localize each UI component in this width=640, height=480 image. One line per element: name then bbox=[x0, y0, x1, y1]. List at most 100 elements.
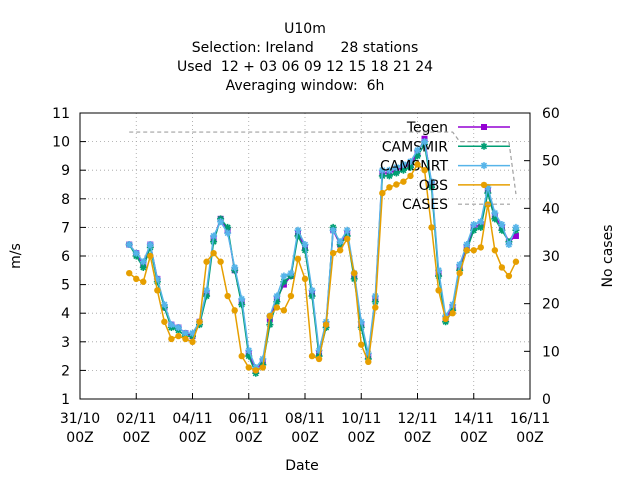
point bbox=[252, 367, 259, 374]
y-tick-label: 5 bbox=[61, 278, 70, 294]
point bbox=[358, 341, 365, 348]
point bbox=[294, 226, 302, 234]
point bbox=[245, 352, 253, 360]
point bbox=[315, 355, 323, 363]
chart-subtitle: Selection: Ireland 28 stations bbox=[192, 40, 419, 56]
point bbox=[484, 183, 492, 191]
x-tick-label: 31/10 00Z bbox=[60, 411, 100, 446]
point bbox=[399, 166, 407, 174]
point bbox=[357, 324, 365, 331]
point bbox=[301, 241, 309, 249]
legend-marker bbox=[480, 181, 488, 189]
legend-label: OBS bbox=[419, 178, 448, 194]
point bbox=[154, 287, 161, 294]
legend-marker bbox=[480, 162, 488, 170]
point bbox=[372, 304, 379, 311]
point bbox=[477, 244, 484, 251]
point bbox=[231, 307, 238, 314]
legend-label: CASES bbox=[402, 197, 448, 213]
x-tick-label: 04/11 00Z bbox=[172, 411, 212, 446]
point bbox=[238, 352, 245, 360]
point bbox=[266, 321, 274, 329]
point bbox=[435, 272, 443, 280]
point bbox=[336, 247, 344, 254]
point bbox=[442, 315, 449, 323]
point bbox=[280, 278, 288, 286]
point bbox=[477, 223, 485, 231]
point bbox=[308, 286, 316, 294]
point bbox=[280, 272, 288, 280]
point bbox=[421, 167, 428, 174]
point bbox=[406, 163, 414, 171]
point bbox=[392, 163, 400, 171]
point bbox=[308, 352, 316, 360]
y2-tick-label: 0 bbox=[542, 392, 551, 408]
point bbox=[139, 263, 147, 271]
point bbox=[407, 172, 414, 180]
point bbox=[273, 292, 281, 300]
point bbox=[329, 226, 337, 234]
point bbox=[189, 338, 196, 345]
point bbox=[189, 329, 196, 337]
point bbox=[477, 218, 485, 226]
point bbox=[322, 321, 330, 328]
point bbox=[456, 269, 463, 277]
chart-subtitle: Used 12 + 03 06 09 12 15 18 21 24 bbox=[177, 59, 433, 75]
point bbox=[392, 169, 400, 177]
point bbox=[421, 138, 429, 146]
y-tick-label: 6 bbox=[61, 249, 70, 265]
point bbox=[132, 249, 140, 257]
point bbox=[315, 346, 323, 354]
point bbox=[301, 246, 309, 254]
x-tick-label: 14/11 00Z bbox=[454, 411, 494, 446]
point bbox=[125, 241, 133, 249]
point bbox=[133, 275, 140, 283]
point bbox=[449, 310, 456, 317]
y-tick-label: 4 bbox=[61, 306, 70, 322]
point bbox=[294, 255, 302, 263]
point bbox=[498, 264, 506, 271]
y-tick-label: 1 bbox=[61, 392, 70, 408]
point bbox=[182, 335, 189, 343]
point bbox=[491, 209, 499, 217]
legend-label: Tegen bbox=[406, 120, 448, 136]
point bbox=[378, 166, 386, 174]
point bbox=[463, 241, 471, 249]
point bbox=[231, 263, 239, 271]
point bbox=[399, 160, 407, 168]
point bbox=[266, 312, 274, 320]
point bbox=[161, 318, 168, 325]
point bbox=[406, 158, 414, 166]
point bbox=[498, 221, 506, 229]
chart-title: U10m bbox=[284, 21, 326, 37]
point bbox=[167, 321, 175, 329]
point bbox=[470, 226, 478, 234]
point bbox=[153, 275, 161, 283]
chart-subtitle: Averaging window: 6h bbox=[226, 78, 385, 94]
point bbox=[379, 189, 386, 197]
point bbox=[273, 298, 281, 306]
point bbox=[386, 184, 393, 191]
point bbox=[435, 266, 443, 274]
point bbox=[174, 324, 182, 331]
x-tick-label: 12/11 00Z bbox=[397, 411, 437, 446]
point bbox=[160, 301, 168, 309]
point bbox=[139, 258, 147, 266]
x-tick-label: 02/11 00Z bbox=[116, 411, 156, 446]
y-tick-label: 11 bbox=[52, 106, 70, 122]
y-tick-label: 7 bbox=[61, 220, 70, 236]
point bbox=[224, 292, 231, 300]
y-tick-label: 9 bbox=[61, 163, 70, 179]
point bbox=[343, 226, 351, 234]
point bbox=[428, 178, 436, 186]
point bbox=[259, 364, 267, 371]
point bbox=[449, 301, 457, 309]
point bbox=[203, 292, 211, 300]
y2-tick-label: 50 bbox=[542, 154, 560, 170]
point bbox=[196, 318, 203, 325]
point bbox=[414, 146, 421, 154]
point bbox=[364, 349, 372, 357]
point bbox=[238, 301, 246, 309]
point bbox=[210, 249, 217, 257]
point bbox=[273, 304, 281, 311]
